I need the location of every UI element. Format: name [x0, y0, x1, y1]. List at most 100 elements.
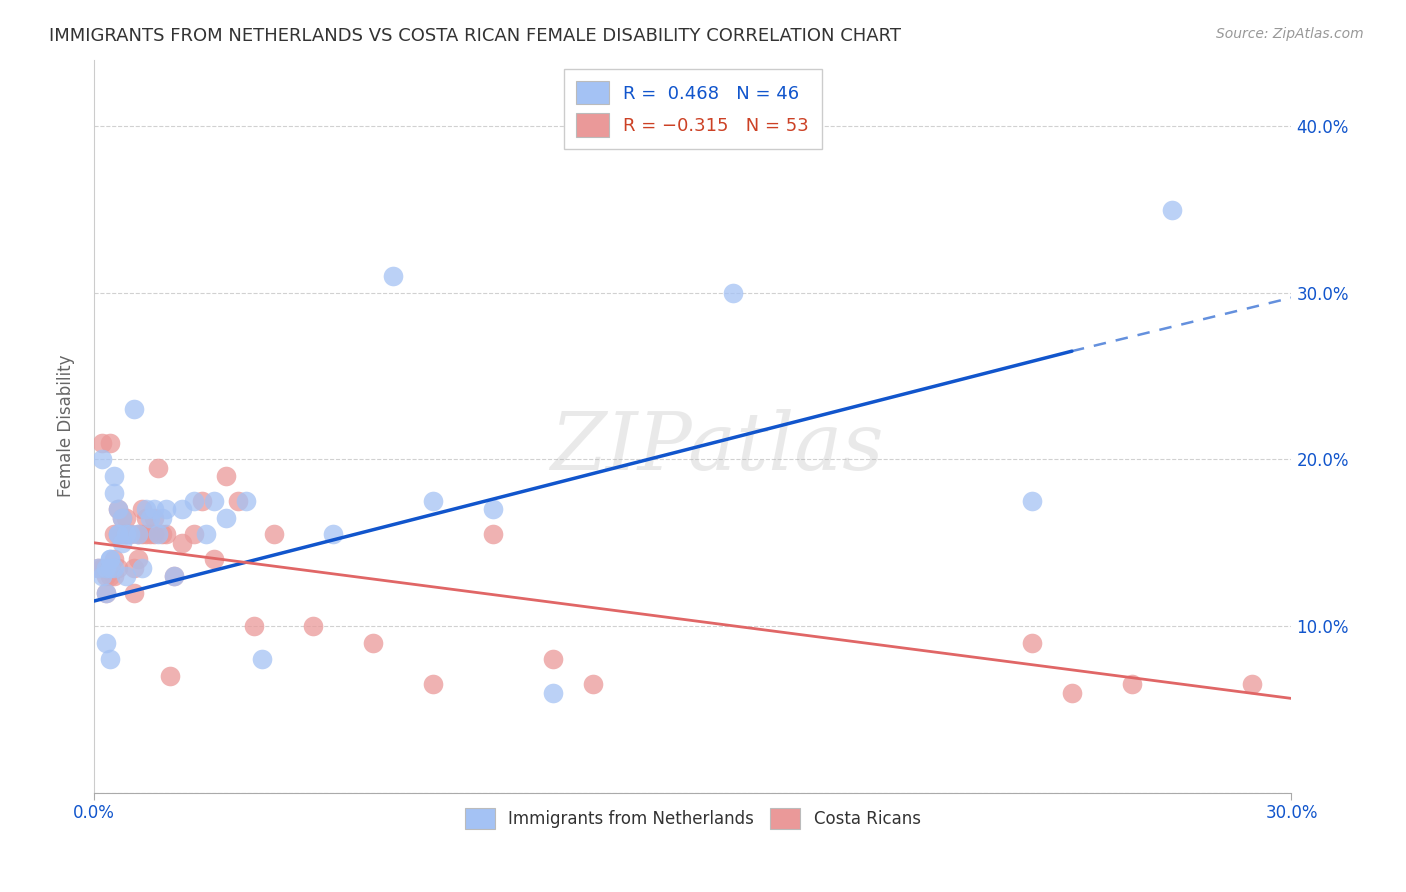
Text: IMMIGRANTS FROM NETHERLANDS VS COSTA RICAN FEMALE DISABILITY CORRELATION CHART: IMMIGRANTS FROM NETHERLANDS VS COSTA RIC… — [49, 27, 901, 45]
Point — [183, 494, 205, 508]
Point — [103, 527, 125, 541]
Point — [541, 652, 564, 666]
Point — [582, 677, 605, 691]
Point — [139, 527, 162, 541]
Point — [1021, 636, 1043, 650]
Point — [98, 435, 121, 450]
Point — [135, 510, 157, 524]
Point — [98, 552, 121, 566]
Point — [146, 460, 169, 475]
Point — [98, 569, 121, 583]
Point — [115, 510, 138, 524]
Point — [90, 569, 112, 583]
Point — [1021, 494, 1043, 508]
Point — [115, 527, 138, 541]
Point — [1240, 677, 1263, 691]
Legend: Immigrants from Netherlands, Costa Ricans: Immigrants from Netherlands, Costa Rican… — [458, 801, 928, 836]
Point — [94, 585, 117, 599]
Point — [202, 494, 225, 508]
Point — [1060, 686, 1083, 700]
Point — [194, 527, 217, 541]
Point — [87, 560, 110, 574]
Point — [127, 527, 149, 541]
Point — [263, 527, 285, 541]
Point — [302, 619, 325, 633]
Point — [142, 527, 165, 541]
Point — [250, 652, 273, 666]
Point — [422, 494, 444, 508]
Point — [94, 636, 117, 650]
Point — [721, 285, 744, 300]
Point — [107, 560, 129, 574]
Point — [155, 527, 177, 541]
Point — [1160, 202, 1182, 217]
Point — [541, 686, 564, 700]
Point — [170, 535, 193, 549]
Point — [122, 585, 145, 599]
Y-axis label: Female Disability: Female Disability — [58, 355, 75, 498]
Point — [131, 527, 153, 541]
Point — [111, 510, 134, 524]
Point — [146, 527, 169, 541]
Point — [190, 494, 212, 508]
Point — [107, 502, 129, 516]
Point — [163, 569, 186, 583]
Point — [422, 677, 444, 691]
Point — [363, 636, 385, 650]
Point — [90, 435, 112, 450]
Point — [131, 502, 153, 516]
Point — [482, 527, 505, 541]
Point — [118, 527, 141, 541]
Point — [94, 560, 117, 574]
Point — [98, 552, 121, 566]
Point — [150, 510, 173, 524]
Point — [214, 510, 236, 524]
Point — [111, 510, 134, 524]
Point — [103, 469, 125, 483]
Point — [127, 552, 149, 566]
Point — [127, 527, 149, 541]
Point — [103, 552, 125, 566]
Point — [214, 469, 236, 483]
Point — [115, 569, 138, 583]
Point — [163, 569, 186, 583]
Point — [142, 502, 165, 516]
Point — [226, 494, 249, 508]
Point — [242, 619, 264, 633]
Point — [183, 527, 205, 541]
Point — [1121, 677, 1143, 691]
Point — [90, 560, 112, 574]
Point — [98, 560, 121, 574]
Point — [139, 510, 162, 524]
Point — [122, 402, 145, 417]
Point — [107, 502, 129, 516]
Point — [159, 669, 181, 683]
Point — [103, 485, 125, 500]
Point — [94, 585, 117, 599]
Text: ZIPatlas: ZIPatlas — [550, 409, 883, 487]
Point — [107, 527, 129, 541]
Point — [131, 560, 153, 574]
Point — [107, 527, 129, 541]
Point — [235, 494, 257, 508]
Point — [98, 560, 121, 574]
Point — [118, 527, 141, 541]
Point — [87, 560, 110, 574]
Point — [107, 527, 129, 541]
Point — [170, 502, 193, 516]
Point — [98, 652, 121, 666]
Point — [135, 527, 157, 541]
Point — [111, 535, 134, 549]
Point — [202, 552, 225, 566]
Text: Source: ZipAtlas.com: Source: ZipAtlas.com — [1216, 27, 1364, 41]
Point — [382, 269, 405, 284]
Point — [150, 527, 173, 541]
Point — [142, 510, 165, 524]
Point — [103, 569, 125, 583]
Point — [482, 502, 505, 516]
Point — [135, 502, 157, 516]
Point — [122, 560, 145, 574]
Point — [322, 527, 344, 541]
Point — [94, 569, 117, 583]
Point — [111, 527, 134, 541]
